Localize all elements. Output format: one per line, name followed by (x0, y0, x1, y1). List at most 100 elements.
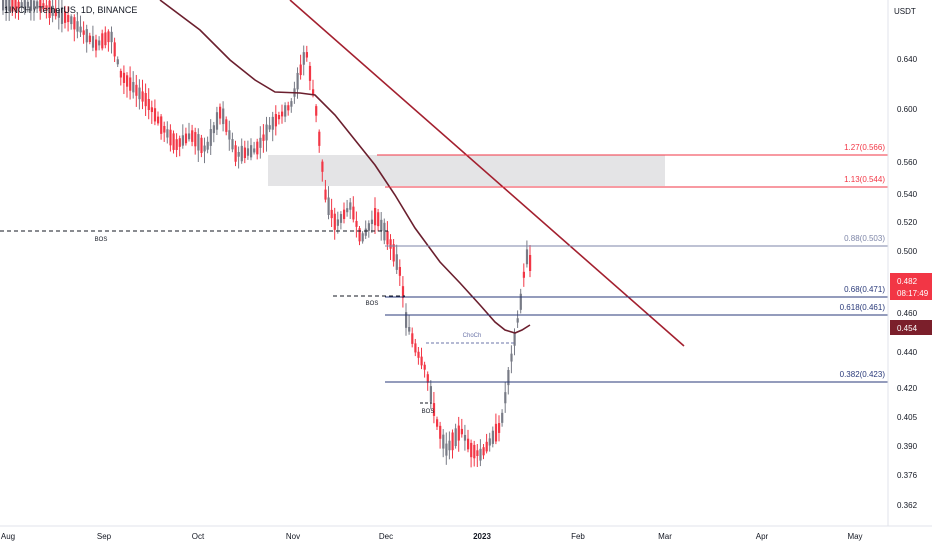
candle-body (85, 29, 88, 43)
candle-body (191, 130, 194, 142)
candle-body (454, 428, 457, 447)
candle-body (256, 141, 259, 155)
candle-body (315, 106, 318, 116)
candle-body (525, 249, 529, 265)
price-tick-label: 0.405 (897, 413, 918, 422)
candle-body (91, 36, 95, 48)
candle-body (200, 137, 203, 154)
candle-body (95, 39, 98, 51)
candle-body (5, 0, 8, 11)
time-tick-label: Apr (756, 532, 769, 541)
candle-body (147, 98, 150, 111)
candle-body (302, 52, 305, 65)
candle-body (188, 133, 191, 140)
candles-group (2, 0, 532, 468)
candle-body (318, 131, 321, 146)
candle-body (405, 312, 408, 328)
bos-label-2: BOS (366, 301, 379, 307)
time-tick-label: Nov (286, 532, 300, 541)
candle-body (380, 219, 383, 231)
candle-body (519, 293, 522, 310)
candle-body (60, 6, 64, 24)
fib-label-0-88: 0.88(0.503) (844, 234, 885, 243)
candle-body (482, 447, 485, 456)
candle-body (184, 133, 188, 144)
candle-body (219, 106, 222, 119)
candle-body (436, 419, 439, 427)
candle-body (377, 212, 380, 227)
candle-body (473, 444, 476, 459)
candle-body (395, 254, 398, 270)
candle-body (122, 72, 126, 83)
candle-body (79, 26, 82, 33)
candle-body (2, 0, 5, 11)
candle-body (64, 11, 67, 23)
candle-body (333, 213, 336, 230)
candle-body (23, 0, 26, 10)
candle-body (98, 40, 101, 46)
candle-body (352, 206, 355, 220)
candle-body (299, 64, 302, 76)
time-tick-label: Dec (379, 532, 393, 541)
candle-body (82, 30, 85, 35)
fib-label-1-13: 1.13(0.544) (844, 175, 885, 184)
candle-body (113, 42, 116, 57)
candle-body (150, 107, 153, 113)
candle-body (240, 145, 243, 162)
candle-body (516, 318, 519, 323)
candle-body (107, 31, 110, 43)
bos-label-1: BOS (95, 237, 108, 243)
candle-body (414, 343, 417, 353)
candle-body (274, 114, 277, 127)
candle-body (287, 105, 290, 111)
candle-body (265, 124, 268, 141)
price-tick-label: 0.500 (897, 247, 918, 256)
candle-body (488, 438, 491, 446)
candle-body (175, 139, 178, 150)
candle-body (178, 138, 181, 147)
candle-body (281, 111, 284, 117)
candle-body (166, 129, 169, 138)
candle-body (206, 141, 209, 150)
candle-body (491, 430, 494, 444)
current-price-badge (890, 273, 932, 300)
candle-body (392, 244, 395, 262)
candle-body (225, 119, 228, 132)
candle-body (194, 132, 197, 147)
candle-body (305, 52, 308, 58)
candle-body (408, 326, 411, 332)
price-tick-label: 0.376 (897, 471, 918, 480)
candle-body (324, 189, 327, 200)
ma-price-value: 0.454 (897, 324, 918, 333)
candle-body (51, 5, 54, 16)
moving-average-line (159, 0, 531, 334)
candle-body (494, 423, 498, 442)
candle-body (33, 0, 36, 10)
candle-body (420, 356, 423, 366)
candle-body (513, 332, 516, 346)
candle-body (423, 364, 426, 370)
candle-body (389, 239, 392, 249)
candle-body (312, 89, 315, 95)
time-axis[interactable]: Aug Sep Oct Nov Dec 2023 Feb Mar Apr May (1, 532, 863, 541)
price-tick-label: 0.600 (897, 105, 918, 114)
candle-body (522, 271, 525, 278)
candle-body (246, 148, 250, 156)
candle-body (268, 125, 271, 130)
candle-body (141, 91, 144, 102)
candle-body (398, 266, 401, 276)
fib-label-0-618: 0.618(0.461) (840, 303, 886, 312)
price-tick-label: 0.390 (897, 442, 918, 451)
price-axis[interactable]: 0.640 0.600 0.560 0.540 0.520 0.500 0.460 0.440… (897, 55, 918, 510)
candle-body (157, 116, 160, 124)
candle-body (501, 412, 504, 423)
candle-body (76, 21, 79, 32)
candle-body (36, 1, 39, 9)
candle-body (271, 116, 274, 130)
candle-body (129, 77, 132, 91)
candle-body (209, 129, 212, 146)
candle-body (169, 129, 172, 146)
